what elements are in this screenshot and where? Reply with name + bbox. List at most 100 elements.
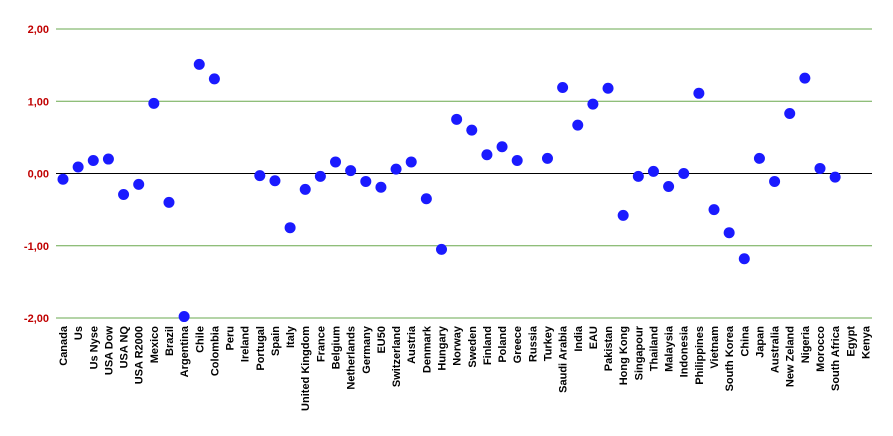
- x-tick-label: South Africa: [830, 325, 842, 391]
- gridlines: [56, 28, 872, 319]
- x-tick-label: Austria: [406, 325, 418, 364]
- data-point: [678, 168, 690, 179]
- x-tick-label: Spain: [270, 326, 282, 356]
- y-axis-tick-labels: 2,00 1,00 0,00 -1,00 -2,00: [24, 24, 49, 325]
- x-tick-label: Nigeria: [800, 325, 812, 363]
- x-tick-label: Norway: [452, 325, 464, 366]
- x-tick-label: Italy: [285, 325, 297, 348]
- x-tick-label: Us: [73, 326, 85, 340]
- x-tick-label: Denmark: [421, 325, 433, 373]
- x-tick-label: China: [739, 325, 751, 356]
- data-point: [799, 72, 811, 84]
- x-tick-label: Morocco: [815, 326, 827, 372]
- data-point: [420, 193, 432, 205]
- data-point: [299, 183, 311, 195]
- data-point: [496, 141, 508, 153]
- x-tick-label: Greece: [512, 326, 524, 363]
- data-point: [193, 58, 205, 70]
- x-tick-label: New Zeland: [785, 326, 797, 387]
- data-point: [632, 170, 644, 182]
- data-point: [557, 82, 569, 94]
- data-point: [178, 311, 190, 323]
- data-points: [57, 58, 841, 323]
- x-tick-label: Belgium: [331, 326, 343, 370]
- x-tick-label: Mexico: [149, 326, 161, 364]
- y-tick-label: 1,00: [28, 96, 49, 108]
- data-point: [148, 97, 160, 109]
- x-tick-label: Finland: [482, 326, 494, 365]
- x-tick-label: Poland: [497, 326, 509, 363]
- x-tick-label: Egypt: [845, 326, 857, 357]
- data-point: [269, 175, 281, 187]
- data-point: [647, 165, 659, 177]
- data-point: [663, 181, 675, 193]
- x-tick-label: Netherlands: [346, 326, 358, 390]
- y-tick-label: 0,00: [28, 169, 49, 181]
- x-tick-label: USA Dow: [103, 326, 115, 376]
- y-tick-label: -2,00: [24, 313, 49, 325]
- x-tick-label: Portugal: [255, 326, 267, 371]
- x-tick-label: Ireland: [240, 326, 252, 362]
- data-point: [87, 154, 99, 166]
- data-point: [254, 170, 266, 182]
- x-tick-label: Sweden: [467, 326, 479, 368]
- data-point: [466, 124, 478, 136]
- data-point: [814, 162, 826, 174]
- data-point: [769, 175, 781, 187]
- data-point: [436, 243, 447, 255]
- data-point: [57, 173, 69, 185]
- data-point: [330, 156, 342, 168]
- x-axis-tick-labels: Canada Us Us Nyse USA Dow USA NQ USA R2000 Mex…: [58, 325, 872, 411]
- x-tick-label: Thailand: [648, 326, 660, 371]
- data-point: [541, 152, 553, 164]
- x-tick-label: Brazil: [164, 326, 176, 356]
- data-point: [390, 163, 402, 175]
- x-tick-label: Japan: [754, 326, 766, 358]
- data-point: [360, 175, 372, 187]
- x-tick-label: Chile: [194, 326, 206, 353]
- data-point: [284, 222, 296, 234]
- x-tick-label: Russia: [527, 325, 539, 362]
- x-tick-label: EU50: [376, 326, 388, 354]
- data-point: [314, 170, 326, 182]
- x-tick-label: Saudi Arabia: [558, 325, 570, 393]
- y-tick-label: 2,00: [28, 24, 49, 36]
- x-tick-label: Hungary: [437, 325, 449, 371]
- data-point: [572, 119, 584, 131]
- data-point: [375, 181, 387, 193]
- data-point: [481, 149, 493, 161]
- x-tick-label: Hong Kong: [618, 326, 630, 385]
- data-point: [163, 196, 175, 208]
- x-tick-label: Argentina: [179, 325, 191, 377]
- x-tick-label: Vietnam: [709, 326, 721, 369]
- x-tick-label: Canada: [58, 325, 70, 366]
- data-point: [723, 227, 735, 239]
- data-point: [451, 113, 463, 125]
- data-point: [708, 204, 720, 216]
- data-point: [102, 153, 114, 165]
- x-tick-label: Peru: [225, 326, 237, 350]
- data-point: [345, 165, 357, 177]
- x-tick-label: France: [315, 326, 327, 362]
- x-tick-label: USA R2000: [134, 326, 146, 384]
- data-point: [738, 253, 750, 265]
- data-point: [208, 73, 220, 85]
- x-tick-label: Switzerland: [391, 326, 403, 387]
- data-point: [118, 188, 130, 200]
- x-tick-label: Turkey: [542, 325, 554, 361]
- x-tick-label: United Kingdom: [300, 326, 312, 411]
- x-tick-label: South Korea: [724, 325, 736, 391]
- data-point: [587, 98, 599, 110]
- data-point: [511, 154, 523, 166]
- data-point: [753, 152, 765, 164]
- data-point: [784, 108, 796, 120]
- data-point: [693, 87, 705, 99]
- x-tick-label: Philippines: [694, 326, 706, 385]
- x-tick-label: USA NQ: [119, 326, 131, 369]
- x-tick-label: India: [573, 325, 585, 352]
- x-tick-label: Indonesia: [679, 325, 691, 377]
- x-tick-label: EAU: [588, 326, 600, 349]
- y-tick-label: -1,00: [24, 241, 49, 253]
- x-tick-label: Malaysia: [664, 325, 676, 372]
